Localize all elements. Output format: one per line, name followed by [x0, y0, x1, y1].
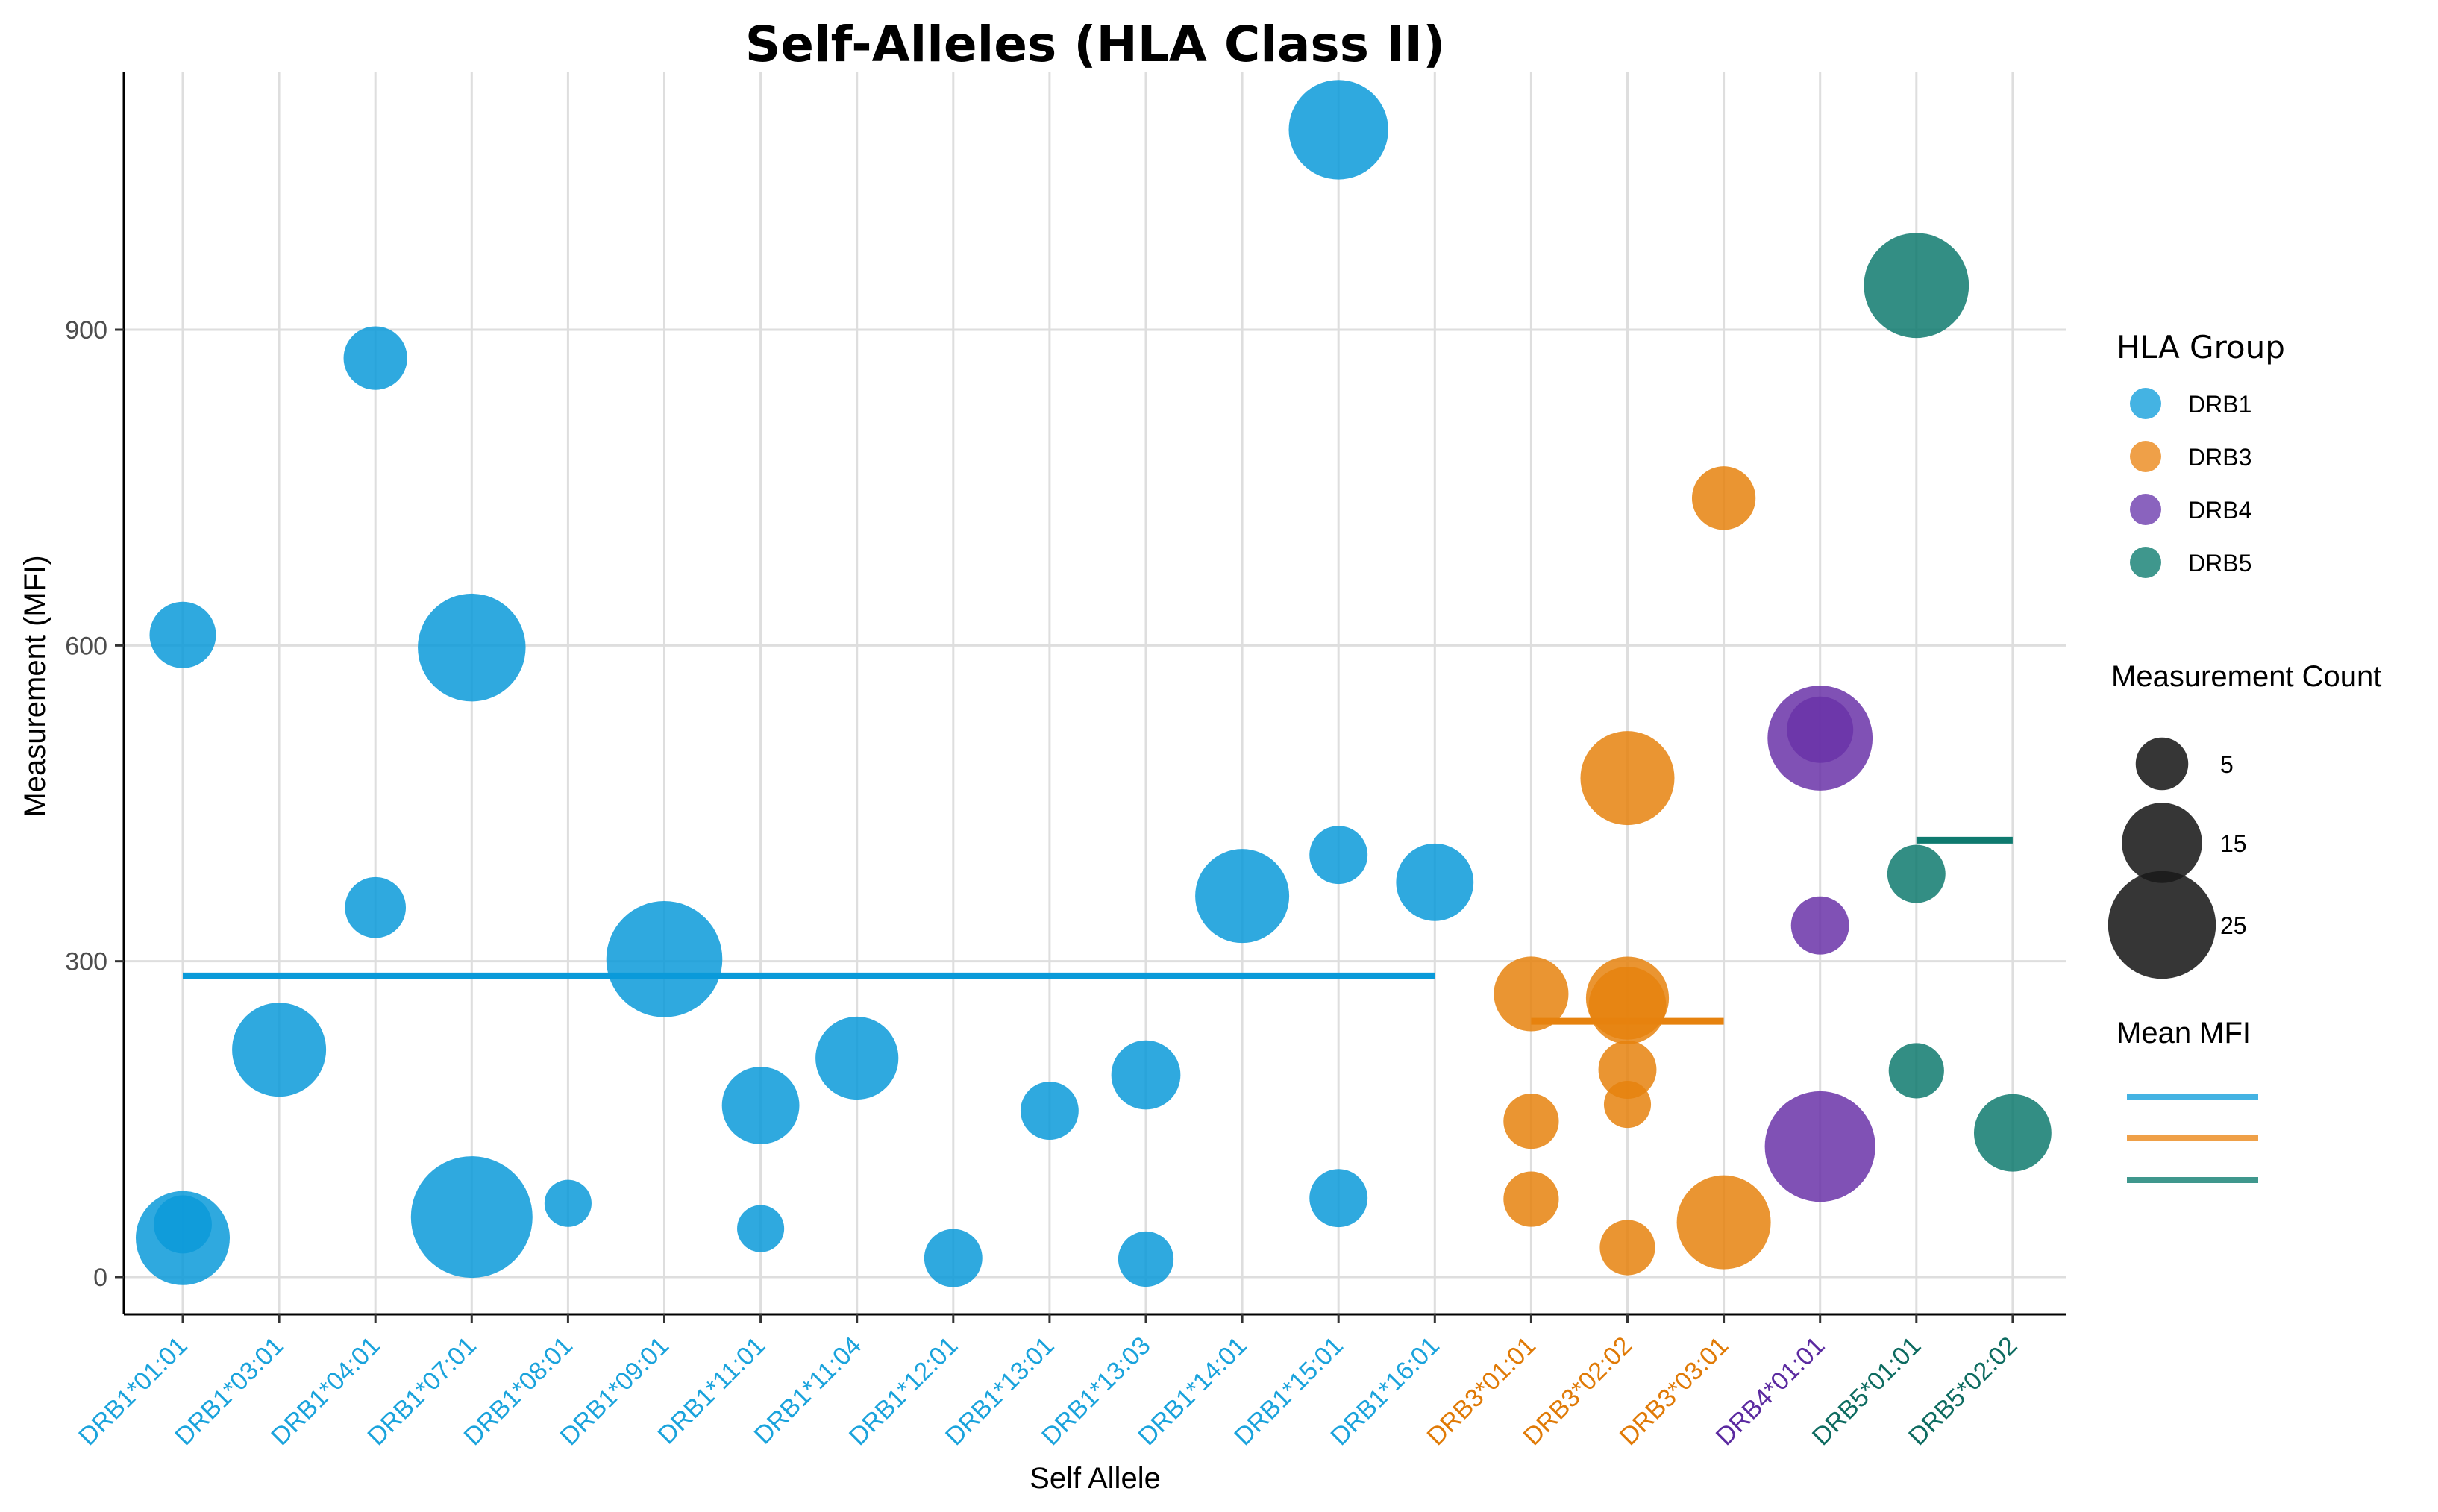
data-point-drb3: [1503, 1094, 1559, 1149]
legend-group-entries: DRB1 DRB3 DRB4 DRB5: [2130, 388, 2251, 578]
data-point-drb3: [1580, 731, 1675, 826]
data-point-drb3: [1691, 466, 1756, 530]
legend-size-label: 15: [2220, 830, 2247, 857]
data-point-drb1: [606, 901, 723, 1017]
data-point-drb1: [1309, 1169, 1368, 1228]
data-points: [136, 80, 2052, 1287]
data-point-drb5: [1974, 1094, 2052, 1172]
data-point-drb1: [815, 1016, 899, 1100]
data-point-drb1: [149, 601, 216, 668]
data-point-drb1: [410, 1156, 533, 1279]
legend-key-drb3: [2130, 441, 2161, 472]
legend-size-key: [2108, 871, 2216, 979]
legend-label-drb1: DRB1: [2188, 391, 2251, 418]
data-point-drb1: [136, 1191, 230, 1285]
data-point-drb3: [1588, 967, 1667, 1044]
data-point-drb5: [1887, 844, 1946, 903]
axes: [122, 72, 2066, 1316]
legend-size-entries: 5 15 25: [2108, 737, 2247, 979]
data-point-drb1: [1288, 80, 1388, 180]
data-point-drb1: [343, 326, 407, 390]
data-point-drb3: [1494, 956, 1569, 1032]
legend-key-drb5: [2130, 547, 2161, 578]
chart-title: Self-Alleles (HLA Class II): [745, 16, 1446, 73]
legend-mean-title: Mean MFI: [2116, 1017, 2251, 1050]
legend-group-title: HLA Group: [2116, 329, 2285, 366]
data-point-drb1: [345, 876, 406, 938]
legend-label-drb4: DRB4: [2188, 497, 2251, 524]
legend-mean-entries: [2127, 1094, 2258, 1183]
data-point-drb3: [1676, 1175, 1771, 1270]
data-point-drb1: [1309, 826, 1368, 885]
data-point-drb1: [1195, 849, 1290, 944]
data-point-drb5: [1864, 233, 1969, 339]
y-tick-label: 900: [65, 316, 107, 345]
legend-size-label: 25: [2220, 912, 2247, 939]
legend-key-drb4: [2130, 494, 2161, 525]
y-ticks: 0 300 600 900: [65, 316, 124, 1292]
data-point-drb1: [1396, 843, 1474, 921]
data-point-drb1: [232, 1003, 327, 1097]
data-point-drb1: [924, 1229, 983, 1287]
legend-size-key: [2122, 803, 2202, 883]
x-ticks: DRB1*01:01DRB1*03:01DRB1*04:01DRB1*07:01…: [73, 1314, 2023, 1451]
data-point-drb1: [1111, 1040, 1181, 1110]
legend: HLA Group DRB1 DRB3 DRB4 DRB5 Measurement C…: [2108, 329, 2381, 1183]
x-axis-title: Self Allele: [1030, 1462, 1161, 1495]
data-point-drb1: [721, 1067, 800, 1144]
data-point-drb1: [544, 1179, 592, 1227]
data-point-drb1: [1020, 1082, 1079, 1140]
data-point-drb3: [1603, 1081, 1652, 1129]
data-point-drb4: [1787, 696, 1854, 763]
y-tick-label: 600: [65, 632, 107, 660]
legend-label-drb3: DRB3: [2188, 444, 2251, 471]
legend-size-label: 5: [2220, 751, 2234, 778]
data-point-drb4: [1790, 896, 1849, 955]
data-point-drb1: [1118, 1231, 1174, 1287]
legend-size-key: [2135, 737, 2189, 791]
legend-label-drb5: DRB5: [2188, 550, 2251, 577]
y-axis-title: Measurement (MFI): [19, 555, 51, 817]
data-point-drb1: [418, 593, 526, 702]
y-tick-label: 0: [93, 1264, 107, 1292]
mean-lines: [183, 836, 2013, 1025]
data-point-drb3: [1599, 1220, 1655, 1276]
data-point-drb3: [1503, 1171, 1559, 1227]
legend-size-title: Measurement Count: [2111, 660, 2381, 693]
data-point-drb1: [737, 1205, 785, 1252]
legend-key-drb1: [2130, 388, 2161, 419]
data-point-drb4: [1764, 1091, 1875, 1202]
data-point-drb5: [1888, 1043, 1944, 1099]
data-point-drb3: [1598, 1041, 1657, 1099]
y-tick-label: 300: [65, 948, 107, 976]
